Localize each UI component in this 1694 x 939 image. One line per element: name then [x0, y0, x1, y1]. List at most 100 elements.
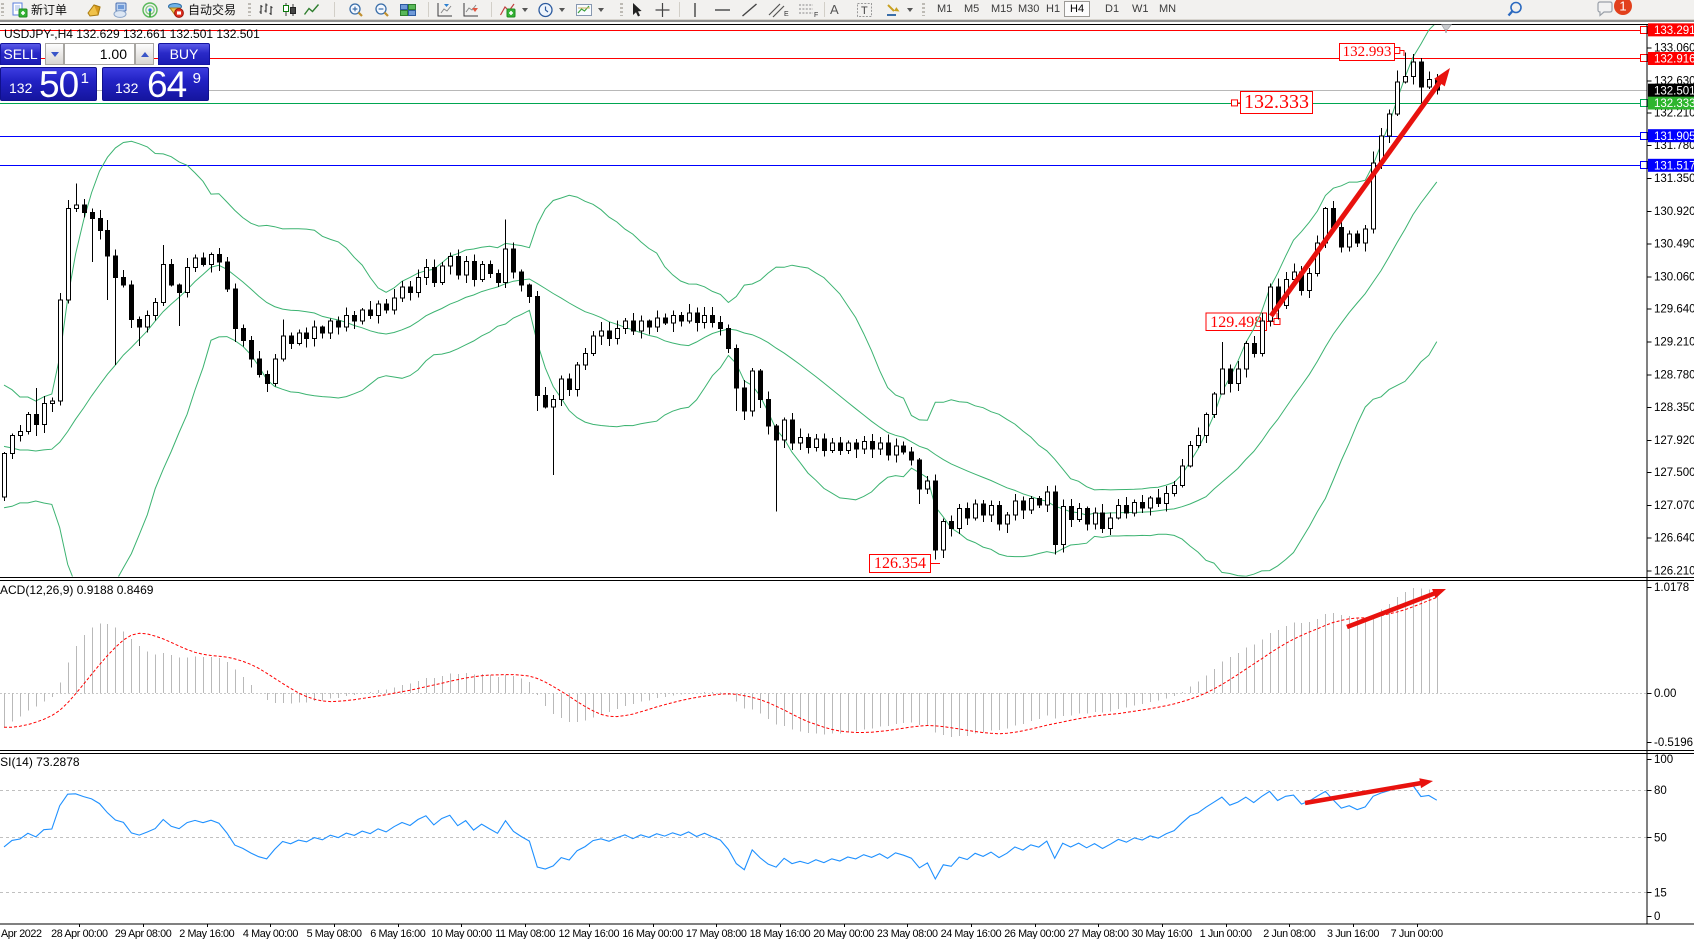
candle-bearish [408, 286, 413, 294]
toolbar-grip[interactable] [1, 3, 4, 16]
candle-bearish [886, 442, 891, 456]
candle-bullish [894, 445, 899, 456]
time-label: 3 Jun 16:00 [1327, 928, 1379, 939]
candle-bullish [941, 521, 946, 551]
sell-button[interactable]: SELL [0, 43, 41, 65]
auto-trading-button[interactable]: 自动交易 [166, 1, 236, 18]
periods-button[interactable] [537, 1, 565, 18]
timeframe-h1[interactable]: H1 [1046, 3, 1061, 15]
templates-button[interactable] [575, 1, 604, 18]
zoom-in-icon [349, 2, 363, 17]
bar-chart-button[interactable] [258, 1, 275, 18]
crosshair-tool-button[interactable] [655, 1, 670, 18]
zoom-in-button[interactable] [347, 1, 365, 18]
zoom-out-button[interactable] [373, 1, 391, 18]
rsi-scale-label: 50 [1654, 832, 1667, 844]
candle-bearish [1140, 502, 1145, 509]
trend-arrow-main-head [1434, 68, 1450, 87]
candle-bullish [464, 260, 469, 276]
hline-handle[interactable] [1640, 26, 1648, 34]
timeframe-h4[interactable]: H4 [1064, 1, 1091, 17]
toolbar-grip[interactable] [620, 3, 623, 16]
label-tool-button[interactable]: T [856, 1, 873, 18]
chat-button[interactable]: 1 [1596, 0, 1633, 18]
buy-price-display[interactable]: 132 64 9 [102, 64, 209, 105]
trend-arrow-macd[interactable] [1346, 590, 1437, 630]
toolbar-grip[interactable] [248, 3, 251, 16]
annotation-price-126354[interactable]: 126.354 [869, 554, 931, 573]
chart-canvas[interactable]: 129.498 133.060132.630132.210131.780131.3… [0, 20, 1694, 939]
hline-handle[interactable] [1640, 161, 1648, 169]
tile-windows-button[interactable] [399, 1, 417, 18]
hline-price-label-bg [1648, 129, 1694, 143]
cursor-tool-button[interactable] [629, 1, 643, 18]
candle-bearish [1085, 508, 1090, 525]
timeframe-m15[interactable]: M15 [991, 3, 1013, 15]
volume-decrease-button[interactable] [45, 43, 64, 65]
rsi-scale-label: 15 [1654, 887, 1667, 899]
candle-bullish [424, 266, 429, 278]
arrows-tool-button[interactable] [884, 1, 913, 18]
data-window-button[interactable] [112, 1, 130, 18]
sell-price-display[interactable]: 132 50 1 [0, 64, 97, 105]
timeframe-m30[interactable]: M30 [1018, 3, 1040, 15]
periods-clock-icon [538, 2, 553, 17]
candle-bullish [862, 440, 867, 450]
timeframe-mn[interactable]: MN [1159, 3, 1177, 15]
toolbar-grip[interactable] [922, 3, 925, 16]
channel-tool-button[interactable]: E [768, 1, 790, 18]
annotation-handle[interactable] [1231, 99, 1238, 107]
volume-input[interactable]: 1.00 [64, 43, 135, 65]
timeframe-m1[interactable]: M1 [937, 3, 953, 15]
search-button[interactable] [1506, 1, 1524, 18]
sell-price-big: 50 [39, 64, 79, 105]
annotation-price-129498[interactable]: 129.498 [1210, 314, 1262, 331]
hline-handle[interactable] [1640, 99, 1648, 107]
candle-bullish [559, 378, 564, 400]
time-axis[interactable]: Apr 2022 28 Apr 00:00 29 Apr 08:00 2 May 16… [1, 924, 1443, 939]
volume-increase-button[interactable] [135, 43, 154, 65]
timeframe-d1[interactable]: D1 [1105, 3, 1120, 15]
fibonacci-tool-button[interactable]: F [798, 1, 820, 18]
trend-arrow-main[interactable] [1268, 79, 1443, 318]
price-tick-label: 132.210 [1654, 107, 1694, 119]
candle-bearish [1228, 368, 1233, 384]
candle-bearish [965, 508, 970, 519]
trend-arrow-rsi[interactable] [1304, 780, 1423, 806]
candle-bearish [567, 378, 572, 391]
auto-scroll-button[interactable] [462, 1, 480, 18]
trendline-tool-button[interactable] [741, 1, 758, 18]
candle-bullish [1005, 514, 1010, 525]
price-tick-label: 128.780 [1654, 369, 1694, 381]
candle-bearish [320, 326, 325, 334]
candle-bullish [1108, 517, 1113, 530]
indicators-button[interactable] [499, 1, 528, 18]
new-order-button[interactable]: 新订单 [11, 1, 67, 18]
candle-bearish [289, 335, 294, 345]
horizontal-line-tool-button[interactable] [714, 1, 731, 18]
candlestick-button[interactable] [281, 1, 298, 18]
fibonacci-glyph: F [814, 12, 818, 18]
timeframe-m5[interactable]: M5 [964, 3, 980, 15]
hline-handle[interactable] [1640, 54, 1648, 62]
line-chart-button[interactable] [303, 1, 320, 18]
hline-handle[interactable] [1640, 132, 1648, 140]
fibonacci-icon: F [799, 4, 818, 18]
vertical-line-tool-button[interactable] [690, 1, 700, 18]
annotation-price-132333[interactable]: 132.333 [1240, 91, 1313, 114]
navigator-icon [142, 1, 158, 18]
timeframe-w1[interactable]: W1 [1132, 3, 1149, 15]
candle-bullish [1260, 320, 1265, 355]
market-watch-button[interactable] [85, 1, 103, 18]
annotation-price-132993[interactable]: 132.993 [1339, 43, 1395, 61]
navigator-button[interactable] [141, 1, 159, 18]
main-panel-lines [3, 25, 1438, 577]
buy-button[interactable]: BUY [158, 43, 210, 65]
candle-bullish [74, 204, 79, 210]
chart-shift-button[interactable] [436, 1, 454, 18]
candle-bullish [599, 330, 604, 337]
candle-bearish [607, 330, 612, 339]
price-axis[interactable]: 133.060132.630132.210131.780131.350130.9… [1647, 23, 1694, 923]
text-tool-button[interactable]: A [830, 1, 839, 18]
annotation-129498-handle[interactable] [1273, 318, 1281, 325]
